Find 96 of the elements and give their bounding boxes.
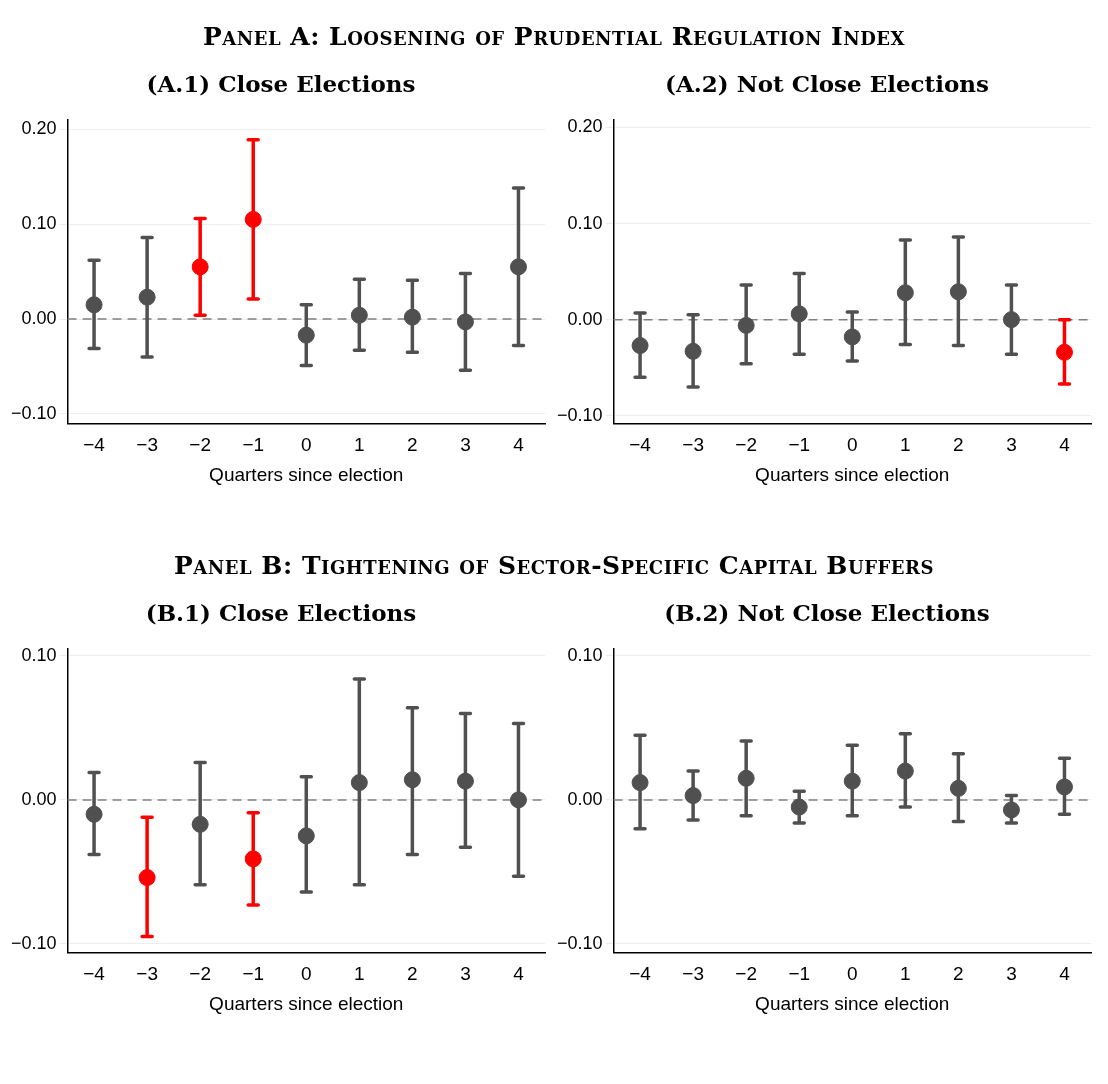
point xyxy=(138,288,156,306)
chart-title: (A.2) Not Close Elections xyxy=(664,69,990,99)
point xyxy=(843,772,861,790)
text: Panel A: Loosening of Prudential Regulation Index xyxy=(202,22,906,53)
y-tick-label: −0.10 xyxy=(11,932,57,953)
x-tick-label: 2 xyxy=(953,963,964,985)
chart-title: (B.1) Close Elections xyxy=(144,598,418,628)
x-tick-label: −2 xyxy=(189,963,212,985)
point xyxy=(1002,801,1020,819)
x-tick-label: −4 xyxy=(83,434,106,456)
point xyxy=(403,308,421,326)
chart-title: (B.2) Not Close Elections xyxy=(663,598,991,628)
x-tick-label: 0 xyxy=(300,963,312,985)
x-tick-label: 3 xyxy=(1006,434,1017,456)
y-tick-label: 0.00 xyxy=(21,308,57,329)
x-tick-label: −4 xyxy=(83,963,106,985)
point xyxy=(949,283,967,301)
point xyxy=(85,805,103,823)
y-tick-label: −0.10 xyxy=(11,402,57,423)
x-tick-label: 0 xyxy=(846,963,858,985)
point xyxy=(737,316,755,334)
point xyxy=(85,296,103,314)
point xyxy=(456,313,474,331)
x-axis-title: Quarters since election xyxy=(209,463,404,485)
y-tick-label: −0.10 xyxy=(557,932,603,953)
point xyxy=(737,769,755,787)
x-tick-label: 4 xyxy=(1059,963,1071,985)
x-axis-title: Quarters since election xyxy=(755,992,950,1014)
x-tick-label: −3 xyxy=(682,434,704,456)
x-tick-label: 1 xyxy=(900,963,911,985)
point xyxy=(684,342,702,360)
x-tick-label: −1 xyxy=(242,434,265,456)
point xyxy=(1055,778,1073,796)
point xyxy=(843,328,861,346)
x-tick-label: 2 xyxy=(407,434,418,456)
point xyxy=(297,326,315,344)
x-tick-label: −3 xyxy=(682,963,704,985)
point xyxy=(790,798,808,816)
point xyxy=(896,762,914,780)
point xyxy=(1055,343,1073,361)
x-tick-label: 1 xyxy=(354,434,365,456)
y-tick-label: 0.10 xyxy=(21,644,57,665)
point xyxy=(191,815,209,833)
x-axis-title: Quarters since election xyxy=(755,463,950,485)
x-tick-label: 1 xyxy=(354,963,365,985)
point xyxy=(631,774,649,792)
x-tick-label: −3 xyxy=(136,434,158,456)
y-tick-label: 0.10 xyxy=(21,213,57,234)
x-tick-label: 4 xyxy=(513,434,525,456)
x-tick-label: −2 xyxy=(189,434,212,456)
x-tick-label: 0 xyxy=(846,434,858,456)
y-tick-label: −0.10 xyxy=(557,404,603,425)
point xyxy=(297,827,315,845)
y-tick-label: 0.20 xyxy=(567,116,603,137)
point xyxy=(949,779,967,797)
x-tick-label: −1 xyxy=(788,434,811,456)
x-tick-label: −1 xyxy=(242,963,265,985)
x-tick-label: −2 xyxy=(735,434,758,456)
x-tick-label: 3 xyxy=(1006,963,1017,985)
x-axis-title: Quarters since election xyxy=(209,992,404,1014)
point xyxy=(684,787,702,805)
point xyxy=(350,774,368,792)
y-tick-label: 0.00 xyxy=(567,788,603,809)
point xyxy=(244,850,262,868)
y-tick-label: 0.10 xyxy=(567,212,603,233)
chart-title: (A.1) Close Elections xyxy=(145,69,417,99)
point xyxy=(509,791,527,809)
x-tick-label: −3 xyxy=(136,963,158,985)
point xyxy=(631,337,649,355)
x-tick-label: 2 xyxy=(407,963,418,985)
point xyxy=(138,869,156,887)
y-tick-label: 0.00 xyxy=(21,788,57,809)
x-tick-label: 0 xyxy=(300,434,312,456)
point xyxy=(1002,311,1020,329)
point xyxy=(191,258,209,276)
x-tick-label: 4 xyxy=(513,963,525,985)
text: Panel B: Tightening of Sector-Specific Capital Buffers xyxy=(173,551,935,582)
x-tick-label: 4 xyxy=(1059,434,1071,456)
y-tick-label: 0.20 xyxy=(21,118,57,139)
x-tick-label: −4 xyxy=(629,963,652,985)
x-tick-label: −2 xyxy=(735,963,758,985)
point xyxy=(509,258,527,276)
point xyxy=(350,306,368,324)
point xyxy=(456,772,474,790)
x-tick-label: −1 xyxy=(788,963,811,985)
x-tick-label: 3 xyxy=(460,963,471,985)
x-tick-label: −4 xyxy=(629,434,652,456)
x-tick-label: 1 xyxy=(900,434,911,456)
point xyxy=(790,305,808,323)
point xyxy=(896,284,914,302)
x-tick-label: 3 xyxy=(460,434,471,456)
point xyxy=(403,771,421,789)
y-tick-label: 0.00 xyxy=(567,308,603,329)
point xyxy=(244,210,262,228)
x-tick-label: 2 xyxy=(953,434,964,456)
y-tick-label: 0.10 xyxy=(567,644,603,665)
